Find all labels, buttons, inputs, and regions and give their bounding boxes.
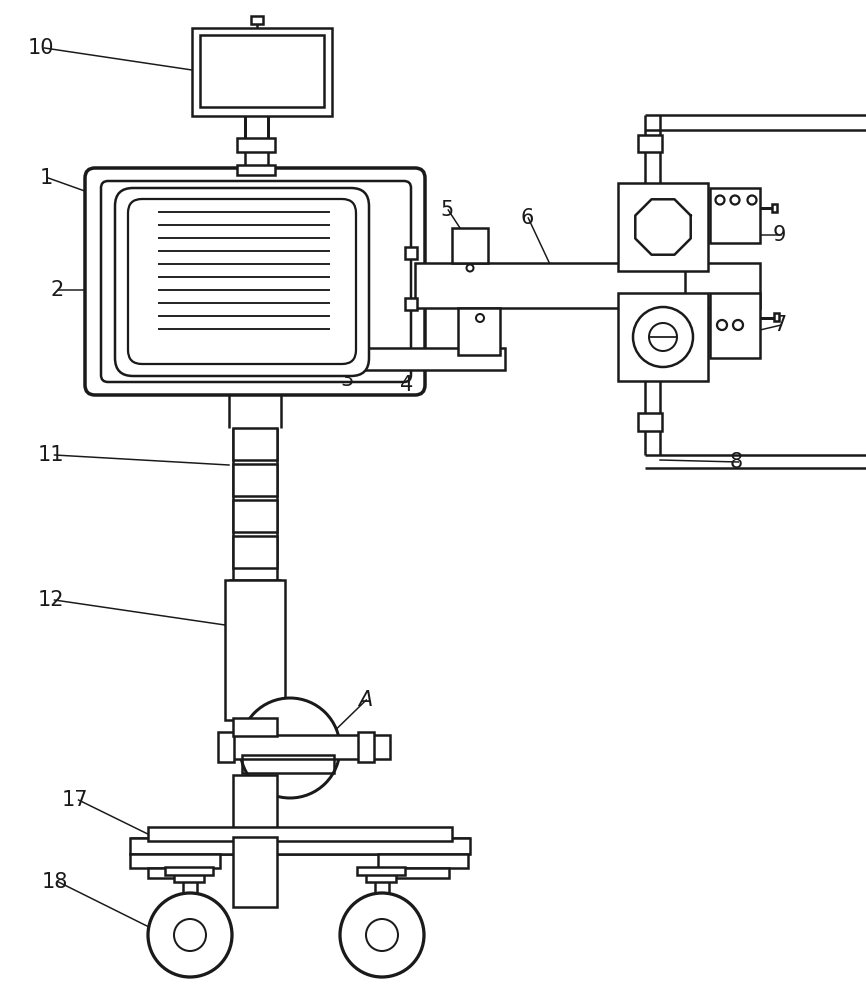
Text: 3: 3 xyxy=(340,370,353,390)
Bar xyxy=(130,854,220,868)
Bar xyxy=(233,775,277,837)
Bar xyxy=(192,28,332,116)
FancyBboxPatch shape xyxy=(85,168,425,395)
Circle shape xyxy=(340,893,424,977)
Polygon shape xyxy=(636,199,691,255)
Bar xyxy=(357,867,405,875)
Bar xyxy=(242,755,334,773)
Bar xyxy=(458,308,500,355)
Bar xyxy=(405,247,417,259)
Bar xyxy=(233,428,277,460)
Bar xyxy=(230,735,390,759)
Bar xyxy=(148,827,452,841)
Text: 1: 1 xyxy=(40,168,53,188)
Bar xyxy=(358,732,374,762)
Bar xyxy=(774,313,779,321)
Bar xyxy=(378,854,468,868)
Text: 11: 11 xyxy=(38,445,64,465)
Bar xyxy=(618,293,708,381)
Bar xyxy=(685,263,760,308)
Text: 5: 5 xyxy=(440,200,453,220)
Bar xyxy=(415,263,687,308)
Bar xyxy=(237,138,275,152)
Bar xyxy=(218,732,234,762)
Bar xyxy=(251,16,263,24)
Circle shape xyxy=(148,893,232,977)
FancyBboxPatch shape xyxy=(115,188,369,376)
Bar xyxy=(225,580,285,720)
Text: 6: 6 xyxy=(520,208,533,228)
Circle shape xyxy=(240,698,340,798)
Bar xyxy=(710,293,760,358)
Bar xyxy=(130,838,470,854)
Bar xyxy=(772,204,777,212)
Bar xyxy=(233,837,277,907)
Bar xyxy=(233,536,277,568)
Text: 12: 12 xyxy=(38,590,64,610)
Text: 9: 9 xyxy=(773,225,786,245)
Text: 8: 8 xyxy=(730,452,743,472)
Bar xyxy=(174,872,204,882)
Bar xyxy=(165,867,213,875)
Bar xyxy=(237,165,275,175)
Bar xyxy=(638,135,662,152)
Bar xyxy=(710,188,760,243)
Bar xyxy=(405,298,417,310)
Bar xyxy=(452,228,488,263)
Text: 10: 10 xyxy=(28,38,55,58)
Bar xyxy=(233,500,277,532)
Text: A: A xyxy=(358,690,372,710)
Bar xyxy=(395,868,449,878)
Bar xyxy=(638,413,662,431)
Bar xyxy=(618,183,708,271)
Text: 18: 18 xyxy=(42,872,68,892)
Bar xyxy=(233,718,277,736)
Bar xyxy=(233,464,277,496)
Text: 17: 17 xyxy=(62,790,88,810)
Text: 7: 7 xyxy=(773,315,786,335)
Bar xyxy=(355,348,505,370)
Bar xyxy=(148,868,202,878)
Bar xyxy=(366,872,396,882)
Text: 2: 2 xyxy=(50,280,63,300)
Bar xyxy=(200,35,324,107)
Text: 4: 4 xyxy=(400,375,413,395)
